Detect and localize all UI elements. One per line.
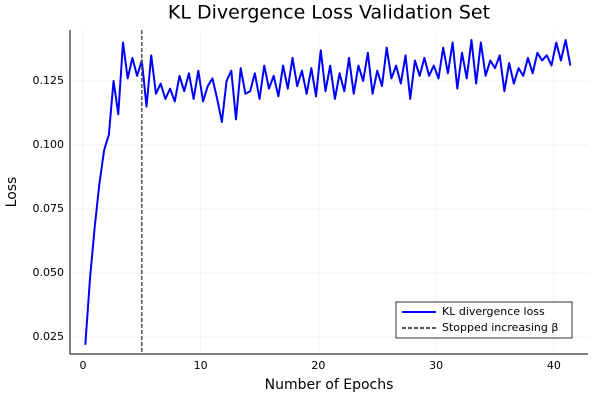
x-tick-label: 0 <box>79 359 86 372</box>
legend-label: KL divergence loss <box>442 305 545 318</box>
data-line <box>84 38 572 345</box>
x-tick-label: 30 <box>429 359 443 372</box>
x-tick-label: 10 <box>194 359 208 372</box>
legend-label: Stopped increasing β <box>442 321 558 334</box>
y-tick-label: 0.050 <box>33 266 65 279</box>
y-axis-label: Loss <box>4 177 20 208</box>
y-tick-label: 0.100 <box>33 138 65 151</box>
x-axis-label: Number of Epochs <box>265 377 394 393</box>
x-tick-label: 20 <box>311 359 325 372</box>
x-tick-label: 40 <box>547 359 561 372</box>
y-tick-label: 0.025 <box>33 330 65 343</box>
chart-title: KL Divergence Loss Validation Set <box>168 2 490 24</box>
y-tick-label: 0.125 <box>33 74 65 87</box>
y-tick-label: 0.075 <box>33 202 65 215</box>
legend-box <box>395 301 573 339</box>
